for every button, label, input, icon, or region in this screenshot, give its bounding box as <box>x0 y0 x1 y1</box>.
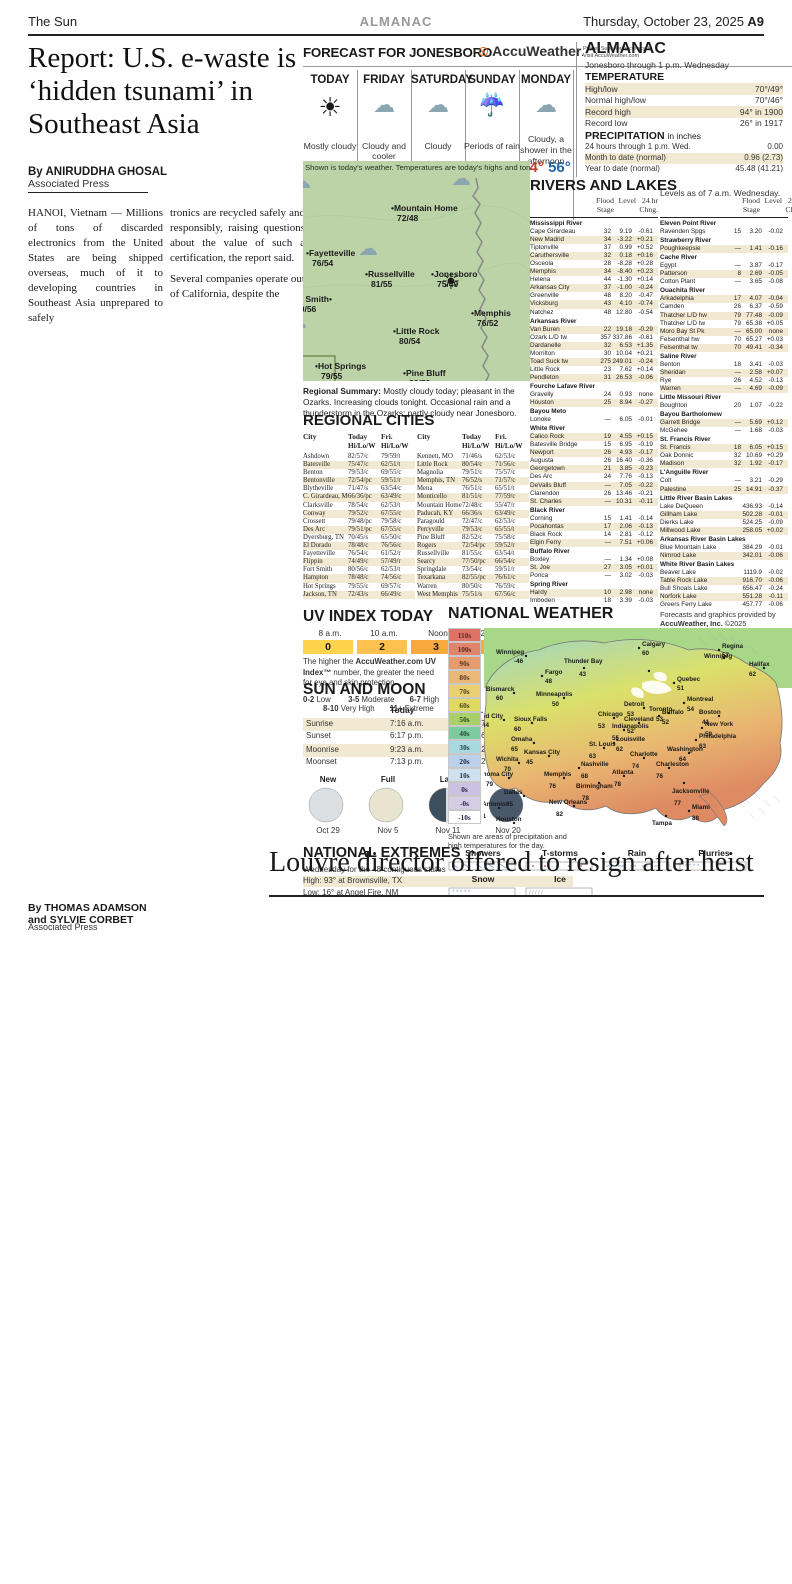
svg-text:San Antonio: San Antonio <box>484 801 506 808</box>
svg-text:45: 45 <box>526 759 534 766</box>
svg-text:Houston: Houston <box>496 816 522 823</box>
svg-text:64: 64 <box>484 722 490 729</box>
svg-text:68: 68 <box>581 773 589 780</box>
svg-text:Omaha: Omaha <box>511 736 533 743</box>
svg-text:Birmingham: Birmingham <box>576 783 613 790</box>
svg-text:Quebec: Quebec <box>677 676 701 683</box>
svg-text:50: 50 <box>552 701 560 708</box>
svg-text:76: 76 <box>549 783 557 790</box>
svg-text:60: 60 <box>514 726 522 733</box>
svg-text:79: 79 <box>486 781 494 788</box>
svg-text:Montreal: Montreal <box>687 696 713 703</box>
svg-text:Charlotte: Charlotte <box>630 751 658 758</box>
svg-text:Boston: Boston <box>699 709 721 716</box>
svg-text:60: 60 <box>642 650 650 657</box>
svg-text:62: 62 <box>616 746 624 753</box>
svg-text:Charleston: Charleston <box>656 761 689 768</box>
svg-text:Miami: Miami <box>692 804 710 811</box>
svg-text:Indianapolis: Indianapolis <box>612 723 649 730</box>
svg-text:Calgary: Calgary <box>642 641 666 648</box>
svg-text:Halifax: Halifax <box>749 661 770 668</box>
svg-text:78: 78 <box>614 781 622 788</box>
svg-text:82: 82 <box>556 811 564 818</box>
svg-text:Memphis: Memphis <box>544 771 572 778</box>
svg-text:Atlanta: Atlanta <box>612 769 634 776</box>
svg-text:Oklahoma City: Oklahoma City <box>484 771 514 778</box>
svg-text:Bismarck: Bismarck <box>486 686 515 693</box>
svg-text:Minneapolis: Minneapolis <box>536 691 573 698</box>
svg-text:Winnipeg: Winnipeg <box>496 649 524 656</box>
svg-text:Louisville: Louisville <box>616 736 646 743</box>
svg-text:62: 62 <box>749 671 757 678</box>
svg-text:Chicago: Chicago <box>598 711 623 718</box>
svg-text:48: 48 <box>545 678 553 685</box>
svg-text:43: 43 <box>579 671 587 678</box>
svg-text:Washington: Washington <box>667 746 703 753</box>
svg-text:St. Louis: St. Louis <box>589 741 616 748</box>
svg-text:54: 54 <box>687 706 695 713</box>
svg-text:Tampa: Tampa <box>652 820 672 826</box>
svg-text:77: 77 <box>674 800 682 807</box>
svg-text:New Orleans: New Orleans <box>549 799 588 806</box>
svg-text:Winnipeg: Winnipeg <box>704 653 732 660</box>
svg-text:63: 63 <box>589 753 597 760</box>
svg-text:52: 52 <box>662 719 670 726</box>
svg-text:53: 53 <box>598 723 606 730</box>
svg-text:Rapid City: Rapid City <box>484 713 504 720</box>
svg-text:Cleveland: Cleveland <box>624 716 654 723</box>
svg-text:Jacksonville: Jacksonville <box>672 788 710 795</box>
svg-text:76: 76 <box>656 773 664 780</box>
svg-text:Fargo: Fargo <box>545 669 563 676</box>
svg-text:Dallas: Dallas <box>504 789 523 796</box>
svg-text:Buffalo: Buffalo <box>662 709 684 716</box>
svg-text:Philadelphia: Philadelphia <box>699 733 737 740</box>
svg-text:60: 60 <box>496 695 504 702</box>
svg-text:Nashville: Nashville <box>581 761 609 768</box>
svg-text:85: 85 <box>506 801 514 808</box>
svg-text:Sioux Falls: Sioux Falls <box>514 716 548 723</box>
svg-text:51: 51 <box>677 685 685 692</box>
svg-text:Detroit: Detroit <box>624 701 645 708</box>
svg-text:Kansas City: Kansas City <box>524 749 561 756</box>
svg-text:88: 88 <box>692 815 700 822</box>
svg-text:Thunder Bay: Thunder Bay <box>564 658 603 665</box>
svg-text:Regina: Regina <box>722 643 743 650</box>
svg-text:New York: New York <box>705 721 734 728</box>
svg-text:-46: -46 <box>514 658 524 665</box>
svg-text:Wichita: Wichita <box>496 756 519 763</box>
svg-text:91: 91 <box>484 813 487 820</box>
svg-text:65: 65 <box>511 746 519 753</box>
